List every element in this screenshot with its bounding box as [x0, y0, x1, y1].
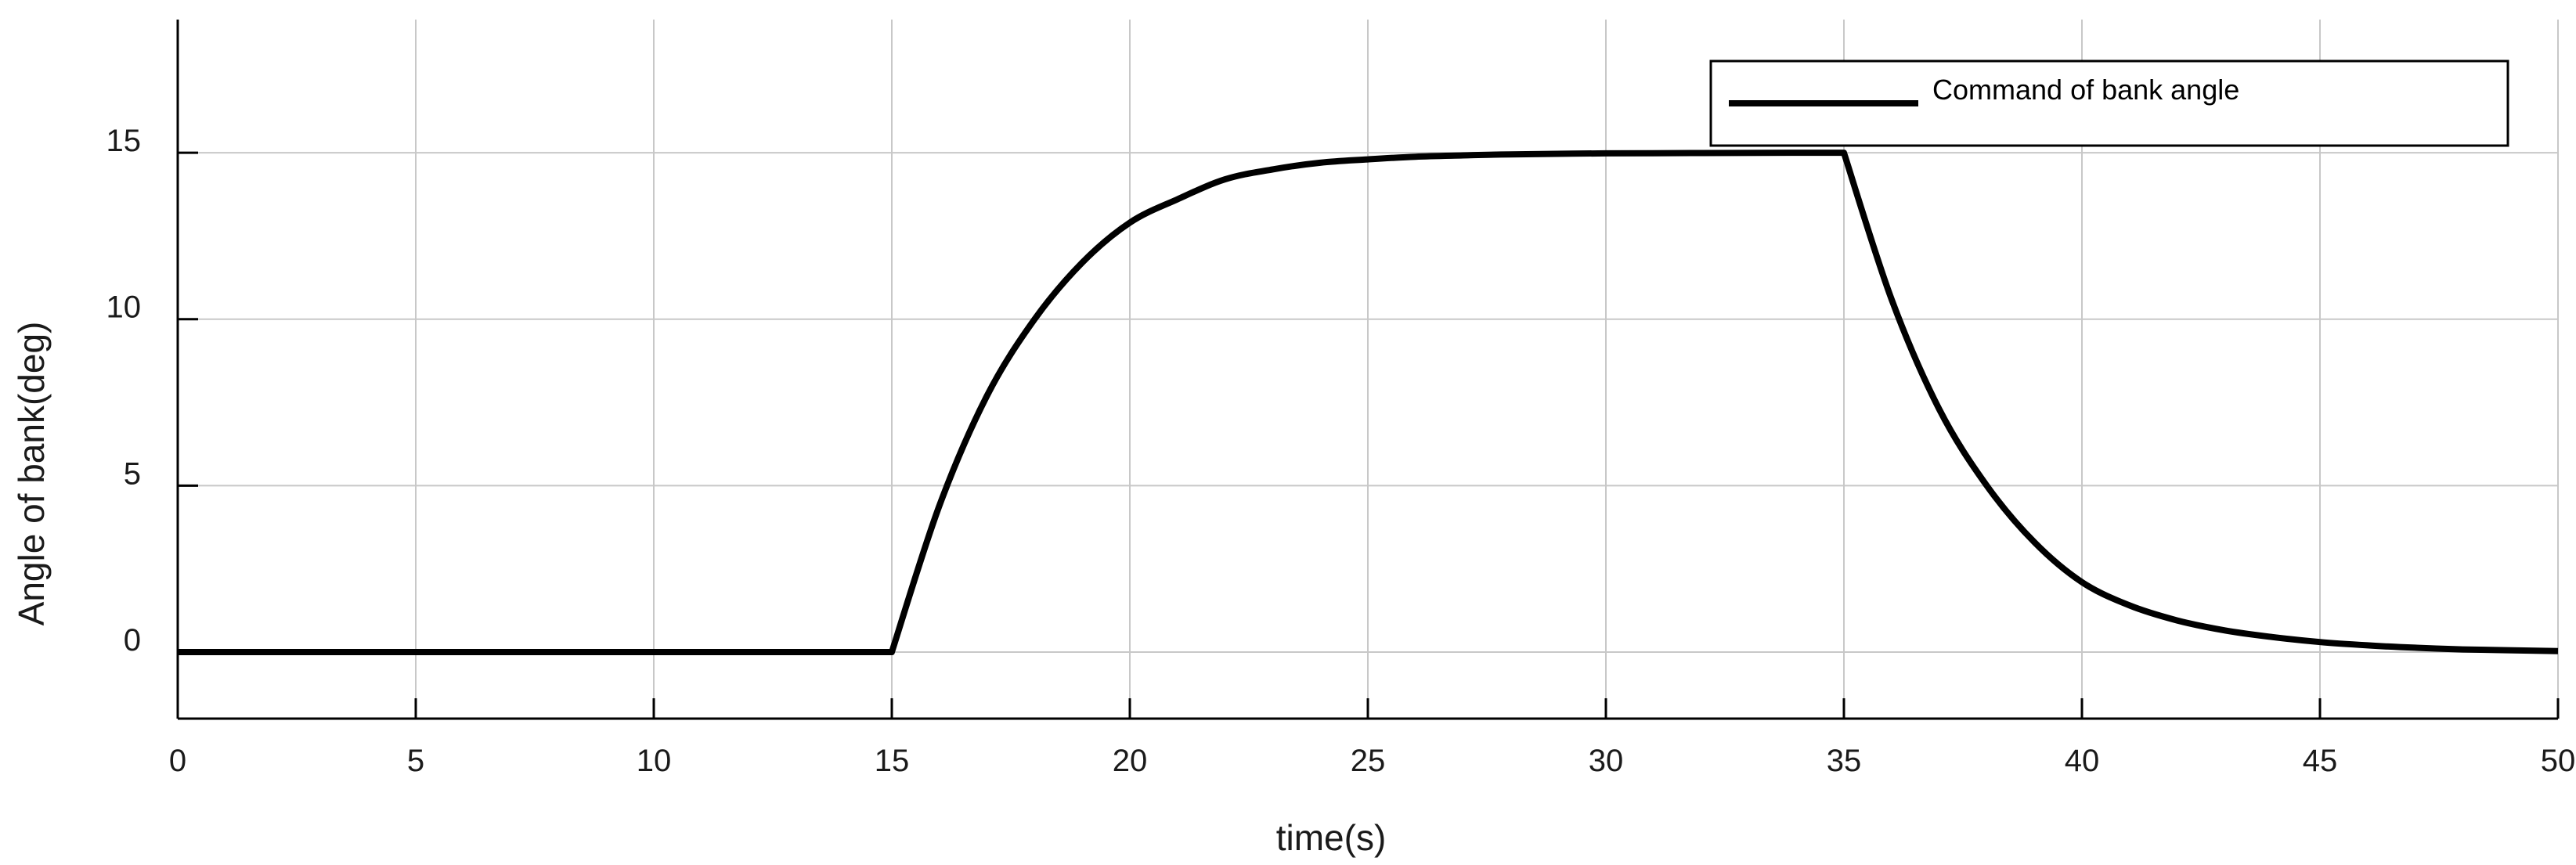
x-tick-label-35: 35 — [1827, 744, 1862, 778]
x-tick-label-20: 20 — [1113, 744, 1148, 778]
x-tick-label-10: 10 — [637, 744, 672, 778]
legend-label-command-of-bank-angle: Command of bank angle — [1932, 74, 2239, 106]
x-tick-label-25: 25 — [1351, 744, 1386, 778]
y-axis-label: Angle of bank(deg) — [11, 322, 52, 626]
x-tick-label-0: 0 — [169, 744, 186, 778]
series-line-0 — [177, 150, 2559, 656]
tick-labels: 0 5 10 15 20 25 30 35 40 45 50 0 5 10 15 — [106, 124, 2576, 778]
x-tick-label-45: 45 — [2303, 744, 2338, 778]
x-tick-label-40: 40 — [2065, 744, 2100, 778]
x-axis-label: time(s) — [1276, 817, 1387, 858]
x-tick-label-5: 5 — [407, 744, 424, 778]
x-tick-label-50: 50 — [2541, 744, 2576, 778]
y-tick-label-15: 15 — [106, 124, 142, 158]
y-tick-label-10: 10 — [106, 290, 142, 325]
legend: Command of bank angle — [1709, 59, 2509, 147]
x-tick-label-30: 30 — [1589, 744, 1624, 778]
x-tick-label-15: 15 — [875, 744, 910, 778]
y-tick-label-5: 5 — [124, 456, 141, 491]
y-tick-label-0: 0 — [124, 623, 141, 658]
series-layer — [177, 150, 2559, 656]
